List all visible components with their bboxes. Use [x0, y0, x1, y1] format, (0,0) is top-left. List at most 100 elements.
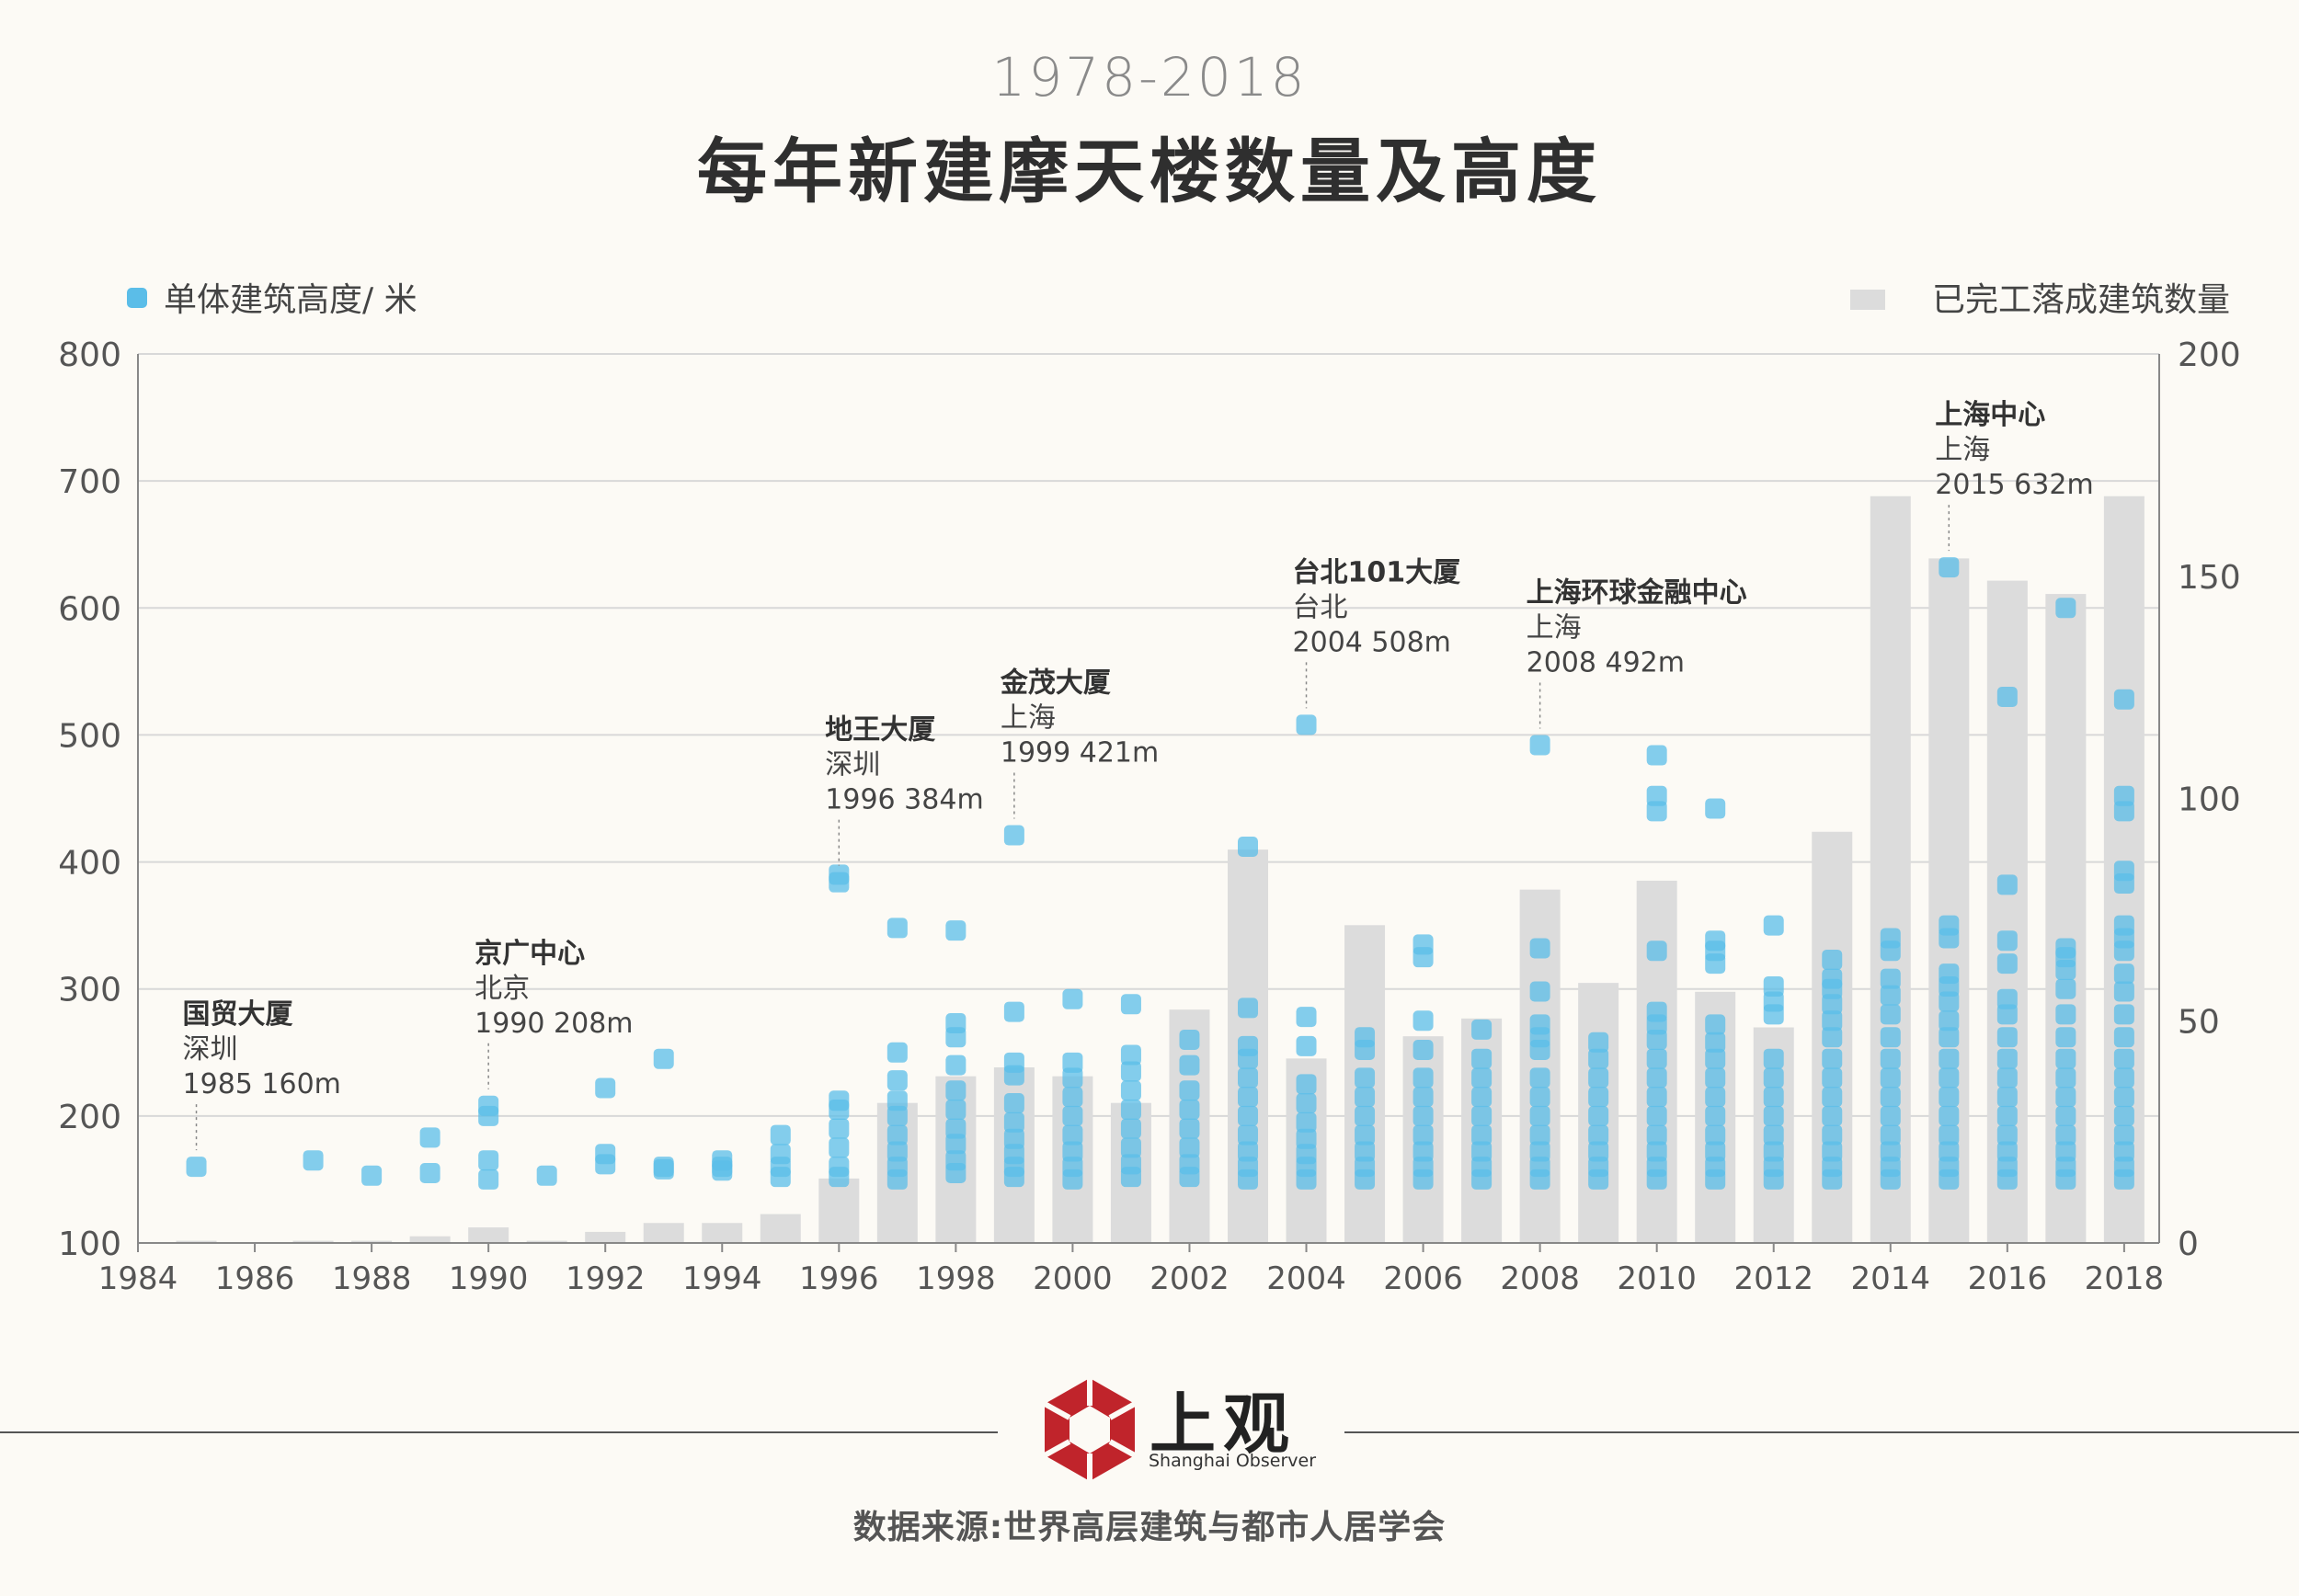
- dot-2018: [2113, 1027, 2134, 1048]
- dot-2016: [1996, 1067, 2018, 1089]
- dot-2016: [1996, 1124, 2018, 1146]
- dot-2004: [1296, 1007, 1317, 1028]
- brand-english-name: Shanghai Observer: [1149, 1451, 1317, 1471]
- dot-2013: [1822, 1105, 1843, 1126]
- annotation-name: 国贸大厦: [183, 998, 293, 1031]
- dot-2013: [1822, 994, 1843, 1015]
- dot-2002: [1179, 1029, 1200, 1050]
- dot-2016: [1996, 988, 2018, 1009]
- dot-2010: [1646, 1029, 1667, 1050]
- dot-2016: [1996, 1004, 2018, 1025]
- dot-2014: [1880, 1048, 1901, 1069]
- dot-2017: [2055, 1157, 2076, 1178]
- dot-2017: [2055, 1087, 2076, 1108]
- dot-2001: [1120, 1099, 1141, 1120]
- axes-layer: 8007006005004003002001002001501005001984…: [58, 336, 2240, 1297]
- dot-1997: [886, 1105, 908, 1126]
- dot-2018: [2113, 861, 2134, 882]
- y-right-tick-label: 50: [2178, 1003, 2220, 1041]
- dot-1997: [886, 1157, 908, 1178]
- dot-2016: [1996, 953, 2018, 975]
- dot-2006: [1413, 1040, 1434, 1061]
- dot-2008: [1529, 1067, 1550, 1089]
- x-tick-label: 1992: [566, 1260, 646, 1297]
- dot-1987: [303, 1150, 324, 1171]
- dot-2010: [1646, 1048, 1667, 1069]
- dot-2004: [1296, 1112, 1317, 1133]
- dot-2005: [1355, 1067, 1376, 1089]
- bar-1995: [760, 1214, 801, 1243]
- dot-2006: [1413, 1105, 1434, 1126]
- dot-2017: [2055, 978, 2076, 999]
- dot-2005: [1355, 1027, 1376, 1048]
- dot-1998: [945, 920, 966, 941]
- dot-2011: [1705, 1087, 1726, 1108]
- dot-2018: [2113, 689, 2134, 710]
- dot-2008: [1529, 1141, 1550, 1162]
- dot-2001: [1120, 1137, 1141, 1158]
- dot-2015: [1939, 963, 1960, 985]
- dot-1999: [1003, 1112, 1024, 1133]
- dot-2011: [1705, 1105, 1726, 1126]
- dot-2018: [2113, 981, 2134, 1002]
- dot-2006: [1413, 1087, 1434, 1108]
- dot-2010: [1646, 940, 1667, 962]
- dot-1993: [653, 1157, 674, 1178]
- dot-2006: [1413, 1067, 1434, 1089]
- dot-1997: [886, 1141, 908, 1162]
- dot-2011: [1705, 1032, 1726, 1053]
- x-tick-label: 1984: [98, 1260, 178, 1297]
- dot-2003: [1237, 1124, 1258, 1146]
- dot-2000: [1062, 1087, 1083, 1108]
- dot-2015: [1939, 1105, 1960, 1126]
- dot-2013: [1822, 1157, 1843, 1178]
- y-left-tick-label: 200: [58, 1099, 121, 1136]
- annotation-city: 北京: [475, 973, 530, 1005]
- bar-1993: [643, 1223, 684, 1243]
- dot-2018: [2113, 1157, 2134, 1178]
- dot-2016: [1996, 686, 2018, 707]
- annotation-detail: 1999 421m: [1001, 737, 1159, 770]
- annotation-name: 上海环球金融中心: [1527, 576, 1747, 609]
- dot-2015: [1939, 1027, 1960, 1048]
- dot-1989: [419, 1127, 440, 1148]
- chart-svg: 单体建筑高度/ 米 已完工落成建筑数量 80070060050040030020…: [58, 281, 2240, 1297]
- bar-1989: [409, 1236, 451, 1243]
- dot-2017: [2055, 1141, 2076, 1162]
- dot-2015: [1939, 1048, 1960, 1069]
- dot-2002: [1179, 1054, 1200, 1076]
- dot-2010: [1646, 1124, 1667, 1146]
- dot-2008: [1529, 735, 1550, 756]
- annotation-city: 台北: [1293, 591, 1348, 623]
- dot-2003: [1237, 836, 1258, 857]
- dot-2006: [1413, 1141, 1434, 1162]
- x-tick-label: 2004: [1266, 1260, 1346, 1297]
- dot-2001: [1120, 1154, 1141, 1175]
- annotation-detail: 2015 632m: [1935, 469, 2093, 501]
- bar-1987: [292, 1240, 334, 1243]
- y-right-tick-label: 150: [2178, 559, 2241, 597]
- dots-layer: [186, 557, 2134, 1190]
- dot-2004: [1296, 1074, 1317, 1095]
- dot-2006: [1413, 1010, 1434, 1032]
- dot-1996: [829, 1157, 850, 1178]
- dot-2015: [1939, 1157, 1960, 1178]
- dot-2018: [2113, 915, 2134, 936]
- dot-2005: [1355, 1124, 1376, 1146]
- annotation-name: 金茂大厦: [1000, 667, 1111, 700]
- dot-2010: [1646, 1087, 1667, 1108]
- dot-2004: [1296, 1035, 1317, 1056]
- dot-2000: [1062, 1105, 1083, 1126]
- dot-2017: [2055, 938, 2076, 959]
- dot-2006: [1413, 1157, 1434, 1178]
- dot-2014: [1880, 1157, 1901, 1178]
- dot-2012: [1763, 1157, 1784, 1178]
- dot-2012: [1763, 915, 1784, 936]
- dot-2005: [1355, 1141, 1376, 1162]
- x-tick-label: 2000: [1033, 1260, 1113, 1297]
- legend-right-label: 已完工落成建筑数量: [1932, 281, 2230, 319]
- dot-2003: [1237, 1067, 1258, 1089]
- dot-2012: [1763, 1087, 1784, 1108]
- dot-1998: [945, 1013, 966, 1034]
- x-tick-label: 1990: [449, 1260, 529, 1297]
